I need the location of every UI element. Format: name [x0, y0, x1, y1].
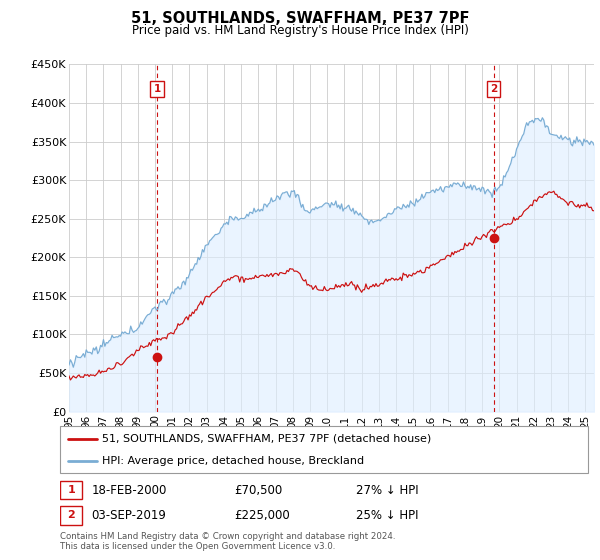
Text: 27% ↓ HPI: 27% ↓ HPI: [356, 483, 418, 497]
Text: 1: 1: [67, 485, 75, 495]
Text: Price paid vs. HM Land Registry's House Price Index (HPI): Price paid vs. HM Land Registry's House …: [131, 24, 469, 36]
Text: £70,500: £70,500: [234, 483, 283, 497]
Text: 1: 1: [154, 84, 161, 94]
Text: 2: 2: [67, 510, 75, 520]
Text: Contains HM Land Registry data © Crown copyright and database right 2024.
This d: Contains HM Land Registry data © Crown c…: [60, 532, 395, 552]
FancyBboxPatch shape: [60, 426, 588, 473]
Text: 18-FEB-2000: 18-FEB-2000: [92, 483, 167, 497]
FancyBboxPatch shape: [60, 480, 82, 500]
Text: 03-SEP-2019: 03-SEP-2019: [92, 508, 167, 522]
Text: HPI: Average price, detached house, Breckland: HPI: Average price, detached house, Brec…: [102, 456, 364, 466]
Text: 2: 2: [490, 84, 497, 94]
Text: 25% ↓ HPI: 25% ↓ HPI: [356, 508, 418, 522]
Text: 51, SOUTHLANDS, SWAFFHAM, PE37 7PF (detached house): 51, SOUTHLANDS, SWAFFHAM, PE37 7PF (deta…: [102, 434, 431, 444]
FancyBboxPatch shape: [60, 506, 82, 525]
Text: 51, SOUTHLANDS, SWAFFHAM, PE37 7PF: 51, SOUTHLANDS, SWAFFHAM, PE37 7PF: [131, 11, 469, 26]
Text: £225,000: £225,000: [234, 508, 290, 522]
